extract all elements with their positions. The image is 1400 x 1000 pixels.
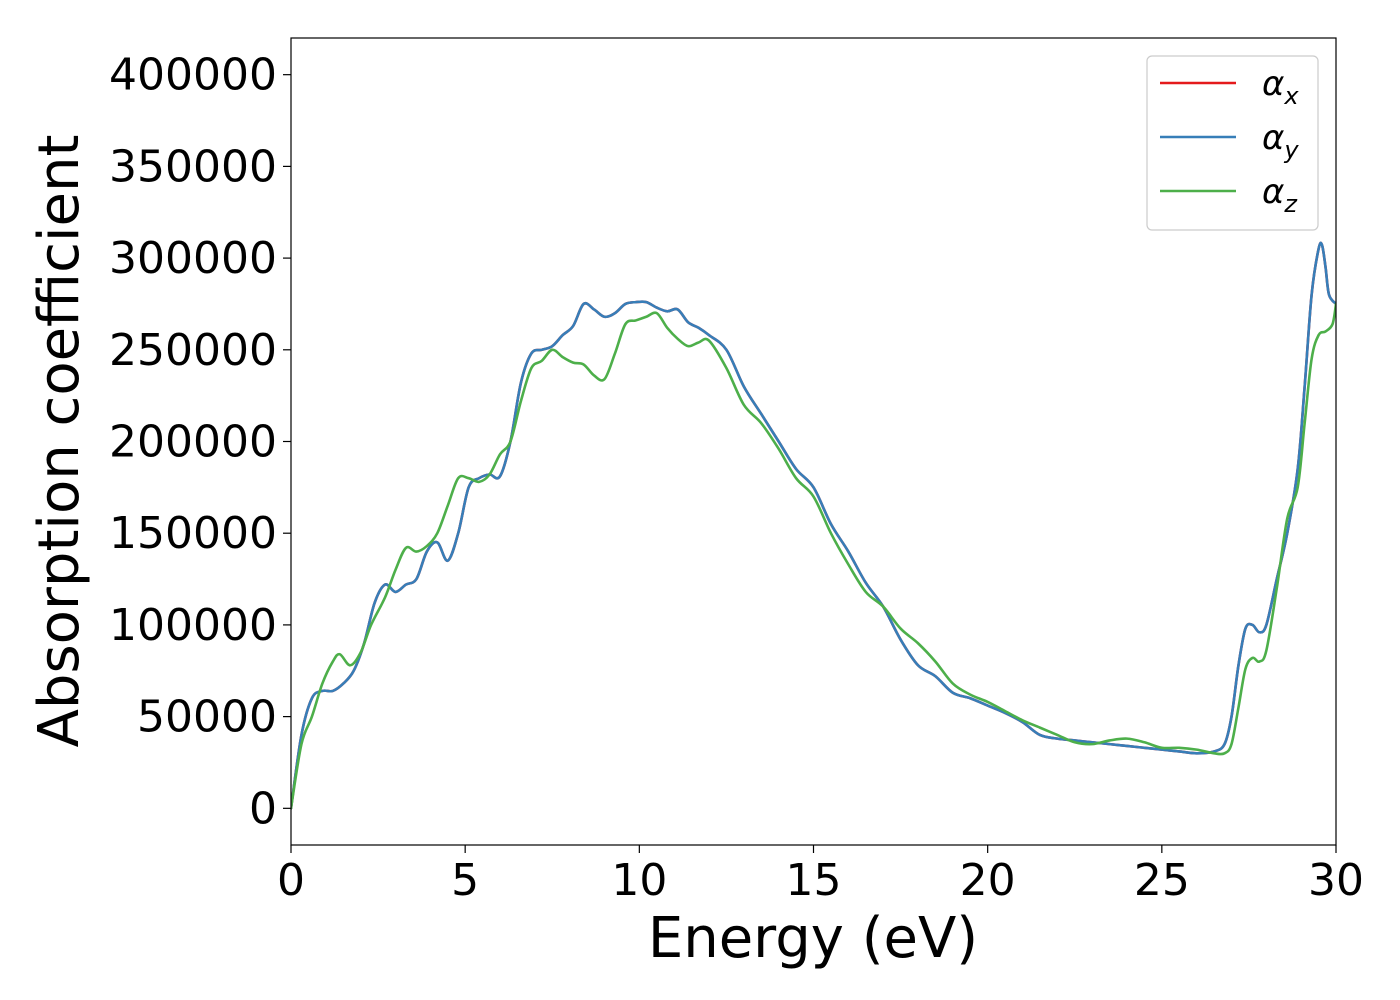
- x-axis: 0 5 10 15 20 25 30: [277, 845, 1364, 906]
- x-tick-label: 25: [1134, 855, 1190, 906]
- y-tick-label: 150000: [109, 508, 277, 559]
- y-axis: 0 50000 100000 150000 200000 250000 300000 3500…: [109, 50, 291, 834]
- x-tick-label: 0: [277, 855, 305, 906]
- x-tick-label: 20: [960, 855, 1016, 906]
- series-line-y: [291, 241, 1336, 810]
- y-tick-label: 100000: [109, 600, 277, 651]
- legend-label-y: αy: [1262, 118, 1299, 164]
- legend-box: [1146, 55, 1319, 231]
- x-tick-label: 15: [786, 855, 842, 906]
- y-tick-label: 50000: [137, 692, 277, 743]
- series-layer: [291, 241, 1336, 810]
- x-tick-label: 10: [611, 855, 667, 906]
- y-tick-label: 0: [249, 783, 277, 834]
- y-tick-label: 400000: [109, 50, 277, 101]
- series-line-z: [291, 302, 1336, 810]
- x-tick-label: 30: [1308, 855, 1364, 906]
- y-tick-label: 300000: [109, 233, 277, 284]
- legend-label-z: αz: [1262, 172, 1298, 218]
- y-axis-title: Absorption coefficient: [27, 135, 92, 748]
- y-tick-label: 250000: [109, 325, 277, 376]
- y-tick-label: 200000: [109, 417, 277, 468]
- x-axis-title: Energy (eV): [648, 906, 978, 971]
- x-tick-label: 5: [451, 855, 479, 906]
- legend-label-x: αx: [1262, 64, 1299, 110]
- y-tick-label: 350000: [109, 141, 277, 192]
- legend: αx αy αz: [1146, 55, 1319, 231]
